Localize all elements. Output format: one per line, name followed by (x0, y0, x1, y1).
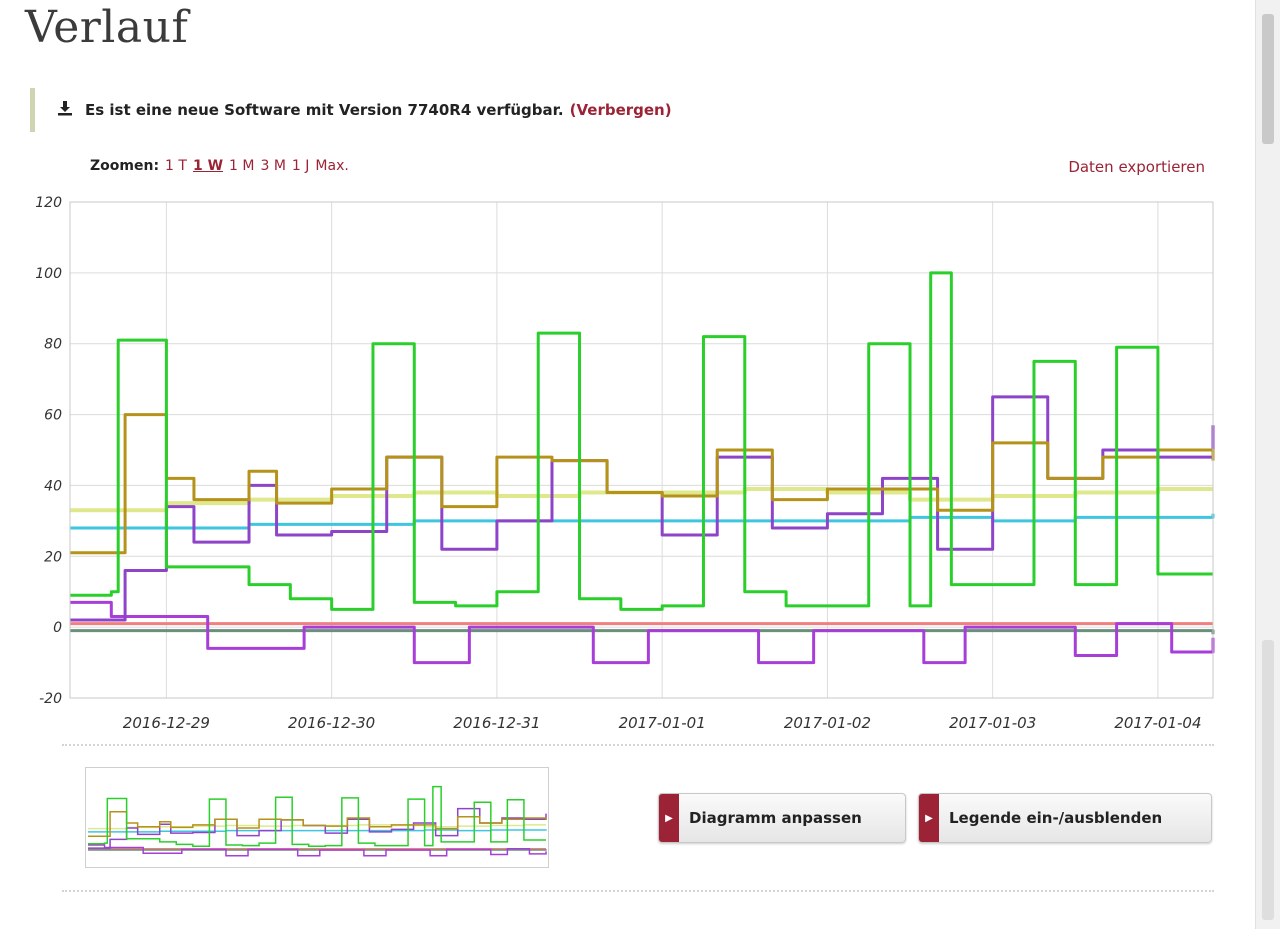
navigator-chart[interactable] (86, 768, 548, 867)
series-line-6 (70, 413, 1215, 555)
x-tick-label: 2016-12-30 (288, 714, 375, 730)
x-axis-ticks: 2016-12-29 2016-12-30 2016-12-31 2017-01-01… (123, 714, 1202, 730)
series-line-4 (70, 600, 1215, 665)
zoom-max[interactable]: Max. (315, 158, 349, 174)
zoom-1-month[interactable]: 1 M (229, 158, 255, 174)
toggle-legend-label: Legende ein-/ausblenden (949, 809, 1163, 827)
zoom-bar: Zoomen: 1 T 1 W 1 M 3 M 1 J Max. (90, 158, 355, 174)
navigator-series-4 (88, 844, 547, 857)
export-data-link[interactable]: Daten exportieren (1068, 158, 1205, 176)
scrollbar[interactable] (1255, 0, 1280, 929)
chart-series (70, 271, 1215, 665)
x-tick-label: 2017-01-01 (619, 714, 706, 730)
series-line-1 (70, 513, 1215, 530)
navigator-series-6 (88, 810, 547, 837)
y-tick-label: 80 (44, 337, 62, 353)
navigator-series-7 (88, 785, 546, 848)
y-tick-label: -20 (39, 691, 62, 707)
arrow-right-icon: ▶ (919, 794, 939, 842)
zoom-1-week[interactable]: 1 W (192, 158, 224, 174)
y-tick-label: 120 (35, 195, 62, 211)
x-tick-label: 2017-01-04 (1114, 714, 1201, 730)
adjust-chart-label: Diagramm anpassen (689, 809, 862, 827)
navigator-series-1 (88, 829, 547, 833)
x-tick-label: 2016-12-31 (453, 714, 540, 730)
y-tick-label: 60 (44, 408, 62, 424)
scrollbar-thumb-lower[interactable] (1262, 640, 1274, 920)
y-tick-label: 0 (53, 620, 62, 636)
y-tick-label: 100 (35, 266, 62, 282)
notice-text: Es ist eine neue Software mit Version 77… (85, 101, 564, 119)
series-line-5 (70, 395, 1215, 622)
download-icon (57, 100, 75, 120)
adjust-chart-button[interactable]: ▶ Diagramm anpassen (658, 793, 906, 843)
navigator-series-5 (88, 807, 547, 849)
toggle-legend-button[interactable]: ▶ Legende ein-/ausblenden (918, 793, 1212, 843)
y-tick-label: 40 (44, 478, 62, 494)
x-tick-label: 2017-01-02 (784, 714, 871, 730)
separator-bottom (62, 890, 1214, 892)
scrollbar-thumb[interactable] (1262, 14, 1274, 144)
zoom-1-year[interactable]: 1 J (291, 158, 310, 174)
zoom-1-day[interactable]: 1 T (165, 158, 187, 174)
x-tick-label: 2017-01-03 (949, 714, 1036, 730)
zoom-label: Zoomen: (90, 158, 160, 174)
software-update-notice: Es ist eine neue Software mit Version 77… (30, 88, 957, 132)
plot-area-border (69, 201, 1214, 699)
series-line-3 (70, 629, 1215, 635)
series-line-7 (70, 271, 1213, 611)
page-title: Verlauf (25, 2, 189, 53)
zoom-3-months[interactable]: 3 M (260, 158, 286, 174)
y-axis-ticks: -20 0 20 40 60 80 100 120 (35, 195, 62, 707)
chart-navigator[interactable] (85, 767, 549, 868)
hide-notice-link[interactable]: (Verbergen) (569, 101, 672, 119)
y-tick-label: 20 (44, 549, 62, 565)
x-tick-label: 2016-12-29 (123, 714, 210, 730)
arrow-right-icon: ▶ (659, 794, 679, 842)
separator-top (62, 744, 1214, 746)
